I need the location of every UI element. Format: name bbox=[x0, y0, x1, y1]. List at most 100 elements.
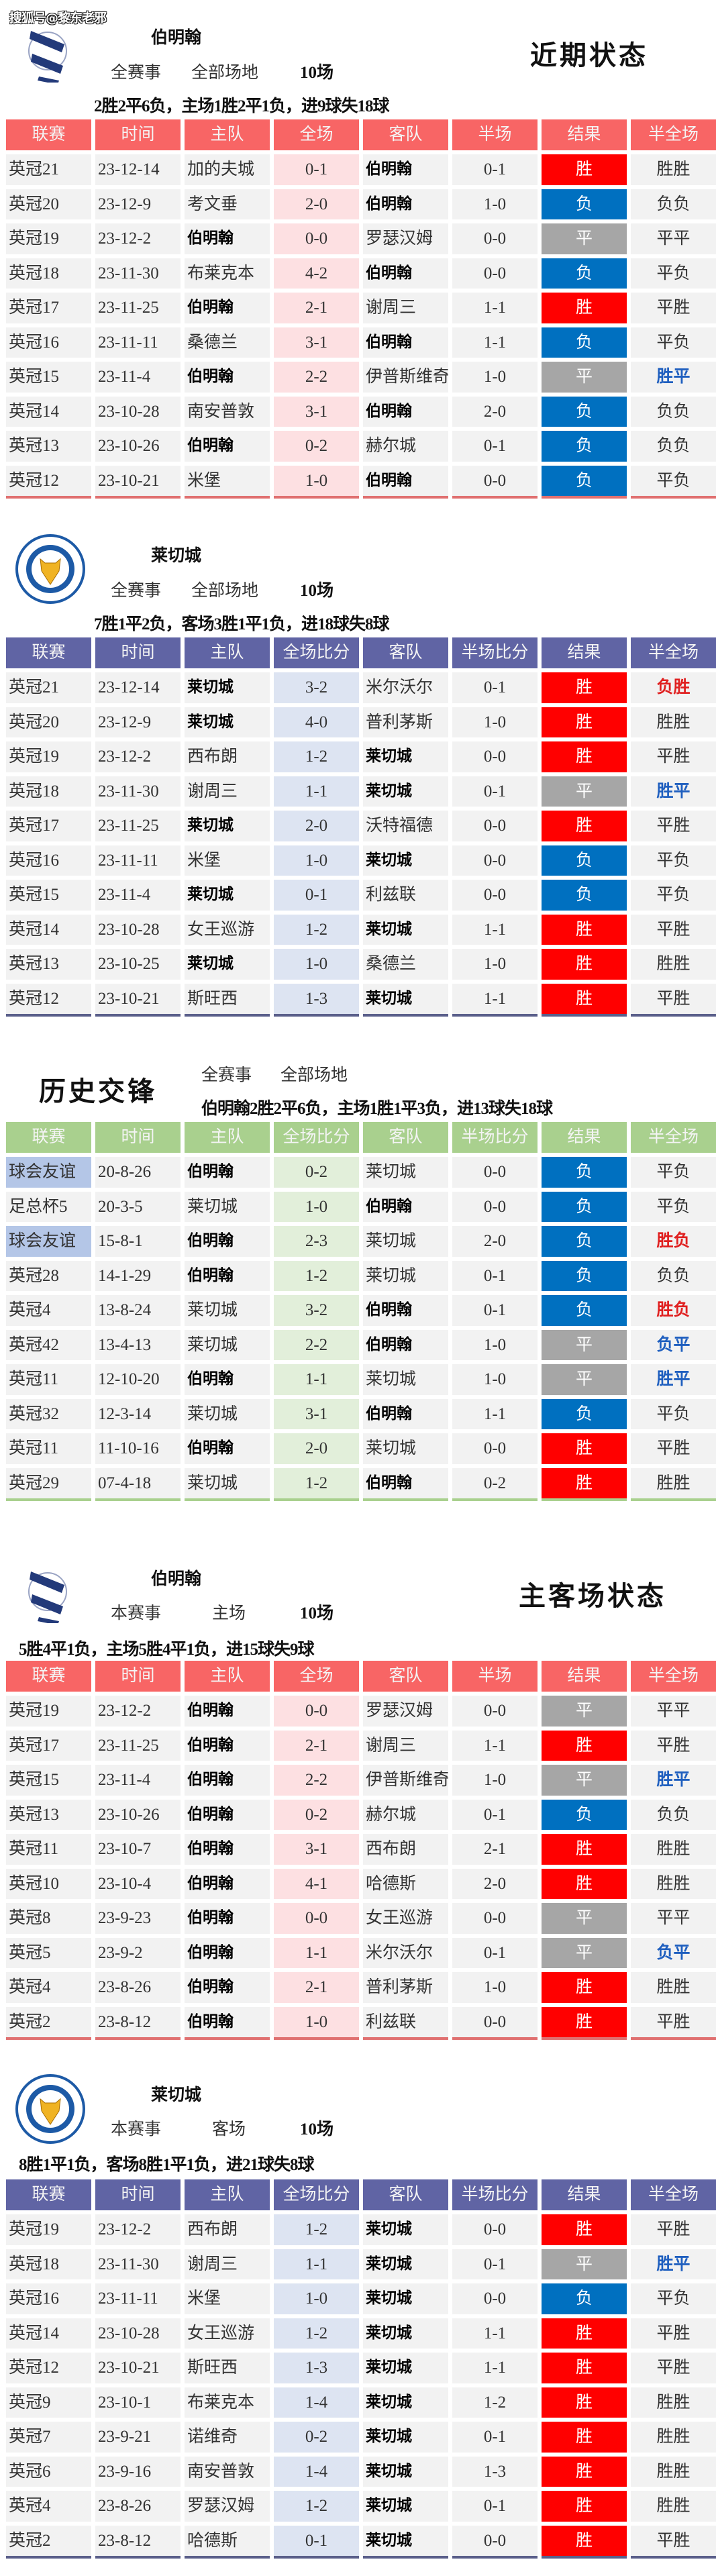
cell-full-time-score: 1-3 bbox=[274, 983, 359, 1014]
cell-away-team: 莱切城 bbox=[363, 2249, 448, 2279]
cell-half-time-score: 0-0 bbox=[452, 845, 538, 876]
table-row: 英冠32 12-3-14 莱切城 3-1 伯明翰 1-1 负平负 bbox=[6, 1398, 716, 1429]
border-segment bbox=[274, 1014, 359, 1017]
table-row: 英冠16 23-11-11 米堡 1-0 莱切城 0-0 负平负 bbox=[6, 845, 716, 876]
cell-away-team: 西布朗 bbox=[363, 1834, 448, 1865]
cell-full-time-score: 2-0 bbox=[274, 811, 359, 841]
border-segment bbox=[274, 496, 359, 499]
table-row: 英冠18 23-11-30 布莱克本 4-2 伯明翰 0-0 负平负 bbox=[6, 258, 716, 289]
border-segment bbox=[274, 1498, 359, 1501]
cell-result: 胜 bbox=[542, 293, 627, 323]
cell-full-time-score: 4-1 bbox=[274, 1868, 359, 1899]
column-header-full-time-score: 全场比分 bbox=[274, 1122, 359, 1153]
cell-half-time-score: 0-0 bbox=[452, 465, 538, 496]
cell-date: 23-8-26 bbox=[95, 2491, 181, 2522]
table-header-row: 联赛 时间 主队 全场比分 客队 半场比分 结果 半全场 bbox=[6, 2179, 716, 2210]
cell-date: 23-12-9 bbox=[95, 189, 181, 219]
cell-full-time-score: 3-1 bbox=[274, 1398, 359, 1429]
cell-league: 球会友谊 bbox=[6, 1157, 91, 1188]
cell-league: 英冠12 bbox=[6, 465, 91, 496]
table-bottom-border bbox=[6, 2556, 716, 2559]
cell-away-team: 伯明翰 bbox=[363, 1191, 448, 1222]
cell-full-time-score: 0-2 bbox=[274, 431, 359, 462]
cell-half-time-score: 0-0 bbox=[452, 880, 538, 911]
cell-home-team: 莱切城 bbox=[185, 880, 270, 911]
cell-league: 英冠15 bbox=[6, 880, 91, 911]
border-segment bbox=[363, 1498, 448, 1501]
cell-full-time-score: 1-2 bbox=[274, 2214, 359, 2245]
cell-full-time-score: 1-0 bbox=[274, 2283, 359, 2314]
cell-home-team: 桑德兰 bbox=[185, 327, 270, 358]
cell-league: 英冠2 bbox=[6, 2006, 91, 2037]
cell-full-time-score: 1-2 bbox=[274, 1260, 359, 1291]
cell-result: 胜 bbox=[542, 2387, 627, 2418]
cell-home-team: 伯明翰 bbox=[185, 1730, 270, 1761]
cell-home-team: 莱切城 bbox=[185, 1467, 270, 1498]
cell-half-time-score: 1-0 bbox=[452, 1329, 538, 1360]
cell-league: 英冠4 bbox=[6, 1295, 91, 1326]
cell-result: 负 bbox=[542, 2283, 627, 2314]
cell-half-time-score: 1-1 bbox=[452, 2353, 538, 2383]
cell-full-time-score: 0-2 bbox=[274, 1157, 359, 1188]
cell-home-team: 米堡 bbox=[185, 2283, 270, 2314]
column-header-home-team: 主队 bbox=[185, 2179, 270, 2210]
cell-league: 英冠12 bbox=[6, 983, 91, 1014]
cell-half-full-result: 平胜 bbox=[631, 811, 716, 841]
cell-date: 23-10-26 bbox=[95, 431, 181, 462]
cell-half-full-result: 胜平 bbox=[631, 1364, 716, 1395]
cell-result: 负 bbox=[542, 1260, 627, 1291]
cell-league: 英冠15 bbox=[6, 1765, 91, 1796]
cell-league: 英冠11 bbox=[6, 1834, 91, 1865]
cell-away-team: 沃特福德 bbox=[363, 811, 448, 841]
column-header-league: 联赛 bbox=[6, 119, 91, 150]
cell-result: 平 bbox=[542, 776, 627, 807]
cell-half-time-score: 0-1 bbox=[452, 2422, 538, 2453]
cell-result: 平 bbox=[542, 1765, 627, 1796]
border-segment bbox=[95, 1014, 181, 1017]
cell-league: 英冠32 bbox=[6, 1398, 91, 1429]
column-header-half-time-score: 半场 bbox=[452, 1661, 538, 1692]
cell-half-time-score: 0-1 bbox=[452, 2249, 538, 2279]
cell-full-time-score: 1-0 bbox=[274, 2006, 359, 2037]
filter-competition: 全赛事 bbox=[111, 64, 162, 82]
cell-half-time-score: 0-0 bbox=[452, 1903, 538, 1934]
column-header-half-time-score: 半场 bbox=[452, 119, 538, 150]
table-row: 英冠12 23-10-21 斯旺西 1-3 莱切城 1-1 胜平胜 bbox=[6, 983, 716, 1014]
cell-half-full-result: 负负 bbox=[631, 189, 716, 219]
cell-full-time-score: 0-0 bbox=[274, 223, 359, 254]
cell-half-time-score: 1-0 bbox=[452, 1364, 538, 1395]
table-row: 英冠2 23-8-12 伯明翰 1-0 利兹联 0-0 胜平胜 bbox=[6, 2006, 716, 2037]
cell-home-team: 加的夫城 bbox=[185, 154, 270, 185]
cell-away-team: 莱切城 bbox=[363, 1226, 448, 1257]
column-header-date: 时间 bbox=[95, 1661, 181, 1692]
cell-half-time-score: 0-1 bbox=[452, 431, 538, 462]
team-name: 莱切城 bbox=[151, 546, 202, 565]
table-header-row: 联赛 时间 主队 全场比分 客队 半场比分 结果 半全场 bbox=[6, 637, 716, 668]
table-header-row: 联赛 时间 主队 全场 客队 半场 结果 半全场 bbox=[6, 119, 716, 150]
table-row: 英冠15 23-11-4 伯明翰 2-2 伊普斯维奇 1-0 平胜平 bbox=[6, 1765, 716, 1796]
cell-full-time-score: 2-1 bbox=[274, 1972, 359, 2003]
column-header-half-time-score: 半场比分 bbox=[452, 2179, 538, 2210]
table-row: 英冠11 11-10-16 伯明翰 2-0 莱切城 0-0 胜平胜 bbox=[6, 1433, 716, 1464]
cell-full-time-score: 3-2 bbox=[274, 672, 359, 703]
filter-venue: 全部场地 bbox=[191, 582, 259, 600]
cell-result: 胜 bbox=[542, 811, 627, 841]
cell-league: 英冠8 bbox=[6, 1903, 91, 1934]
column-header-away-team: 客队 bbox=[363, 1661, 448, 1692]
table-row: 英冠4 13-8-24 莱切城 3-2 伯明翰 0-1 负胜负 bbox=[6, 1295, 716, 1326]
cell-league: 英冠20 bbox=[6, 707, 91, 737]
filter-competition: 全赛事 bbox=[201, 1066, 252, 1084]
cell-date: 23-11-4 bbox=[95, 1765, 181, 1796]
cell-league: 英冠17 bbox=[6, 293, 91, 323]
cell-away-team: 莱切城 bbox=[363, 1260, 448, 1291]
column-header-league: 联赛 bbox=[6, 1122, 91, 1153]
cell-league: 英冠11 bbox=[6, 1433, 91, 1464]
cell-result: 胜 bbox=[542, 2006, 627, 2037]
cell-half-time-score: 0-0 bbox=[452, 1191, 538, 1222]
cell-away-team: 伯明翰 bbox=[363, 1329, 448, 1360]
cell-half-full-result: 胜胜 bbox=[631, 2422, 716, 2453]
cell-league: 英冠18 bbox=[6, 776, 91, 807]
cell-half-time-score: 1-1 bbox=[452, 2318, 538, 2349]
cell-league: 英冠2 bbox=[6, 2525, 91, 2556]
cell-half-full-result: 胜平 bbox=[631, 776, 716, 807]
